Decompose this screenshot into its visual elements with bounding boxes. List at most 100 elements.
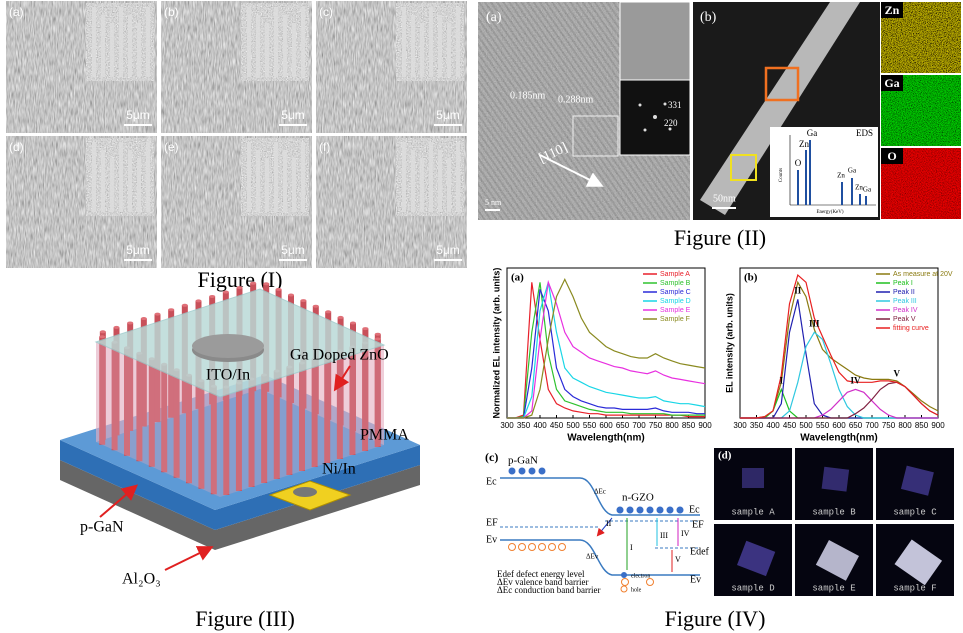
pointer <box>99 484 139 518</box>
nanorod <box>349 347 356 455</box>
device-glow <box>815 540 860 581</box>
x-tick-label: 400 <box>766 421 780 430</box>
series-line <box>507 282 706 419</box>
nanorod <box>336 351 343 459</box>
eds-peak-label: Ga <box>863 186 872 194</box>
nanorod <box>402 7 406 77</box>
nanorod <box>223 387 230 495</box>
panel-label: (c) <box>485 450 498 464</box>
x-tick-label: 800 <box>665 421 679 430</box>
nanorod <box>161 364 168 473</box>
x-tick-label: 600 <box>832 421 846 430</box>
legend-text: ΔEv valence band barrier <box>497 577 589 587</box>
nanorod <box>101 150 105 212</box>
eds-peak-label: Ga <box>807 128 818 138</box>
nanorod-top <box>250 281 257 285</box>
x-tick-label: 900 <box>698 421 712 430</box>
label: EF <box>486 517 498 528</box>
nanorod <box>265 158 269 212</box>
figure-4-charts: 300 350 400 450 500 550 600 650 700 750 800 850 900W… <box>491 267 953 444</box>
scale-label: 5μm <box>436 243 460 257</box>
nanorod <box>186 375 192 484</box>
nanorod <box>292 23 296 77</box>
sample-label: sample D <box>731 583 774 593</box>
caption: Figure (III) <box>195 606 295 631</box>
x-tick-label: 400 <box>533 421 547 430</box>
transition-label: V <box>675 555 681 564</box>
scale-label: 5μm <box>126 243 150 257</box>
x-tick-label: 550 <box>816 421 830 430</box>
map-label: Ga <box>884 76 899 90</box>
x-tick-label: 600 <box>599 421 613 430</box>
nanorod-top <box>222 290 229 294</box>
nanorod <box>173 369 180 478</box>
x-tick-label: 450 <box>550 421 564 430</box>
eds-x-label: Energy(KeV) <box>816 210 843 215</box>
nanorod <box>210 386 217 495</box>
label: p-GaN <box>508 455 538 467</box>
plot-frame <box>739 267 939 419</box>
peak-annotation: I <box>779 375 783 385</box>
nanorod <box>274 142 278 212</box>
x-axis-label: Wavelength(nm) <box>567 433 644 444</box>
nanorod <box>128 150 132 212</box>
eds-peak-label: Zn <box>799 139 809 149</box>
nanorod <box>429 142 433 212</box>
map-label: O <box>887 149 896 163</box>
sapphire-side <box>60 460 420 550</box>
label: ITO/In <box>206 367 250 384</box>
legend-text: Edef defect energy level <box>497 569 585 579</box>
label: Ec <box>486 476 497 487</box>
nanorod <box>101 15 105 77</box>
nanorod <box>119 142 123 212</box>
nanorod <box>274 7 278 77</box>
scale-label: 5μm <box>281 243 305 257</box>
nanorod <box>374 339 381 447</box>
legend-label: Peak I <box>893 280 913 287</box>
nanorod-top <box>195 299 202 303</box>
panel-label: (a) <box>9 5 24 19</box>
legend-label: Peak V <box>893 316 916 323</box>
nanorod <box>438 150 442 212</box>
nanorod-top <box>236 286 243 290</box>
sample-label: sample F <box>893 583 936 593</box>
device-glow <box>894 539 943 586</box>
series-line <box>507 282 705 419</box>
nanorod <box>235 383 242 491</box>
nanorod <box>301 142 305 212</box>
nanorod <box>137 23 141 77</box>
nanorod <box>256 15 260 77</box>
ito-contact <box>192 334 264 358</box>
x-tick-label: 350 <box>517 421 531 430</box>
x-tick-label: 650 <box>616 421 630 430</box>
conduction-band <box>500 477 700 516</box>
legend-label: Sample E <box>660 307 691 314</box>
nanorod <box>247 7 251 77</box>
nanorod-top <box>127 321 134 325</box>
nanorod <box>438 15 442 77</box>
legend-electron <box>621 572 627 578</box>
nanorod <box>99 336 106 445</box>
nanorod-top <box>99 335 106 339</box>
eds-y-label: Counts <box>779 168 784 182</box>
roi-box <box>572 115 619 157</box>
nanorod-top <box>325 310 332 314</box>
nanorod <box>137 158 141 212</box>
nanorod-top <box>350 321 356 325</box>
eds-inset <box>770 127 878 217</box>
label: Ec <box>689 504 700 515</box>
nanorod-top <box>374 332 381 336</box>
x-tick-label: 700 <box>632 421 646 430</box>
nanorod <box>324 355 331 463</box>
legend-label: Sample D <box>660 298 691 305</box>
nanorod <box>283 150 287 212</box>
lattice-spacing: 0.288nm <box>558 94 594 105</box>
peak-annotation: II <box>794 285 802 295</box>
x-tick-label: 750 <box>882 421 896 430</box>
nanorod-top <box>168 308 175 312</box>
figure-2: (a) 0.185nm 0.288nm [110] 331 220 5 nm (… <box>478 1 961 220</box>
label: Edef <box>690 546 710 557</box>
eds-peak-label: Zn <box>855 184 863 192</box>
transition-label: I <box>630 543 633 552</box>
nanorod <box>136 353 143 462</box>
